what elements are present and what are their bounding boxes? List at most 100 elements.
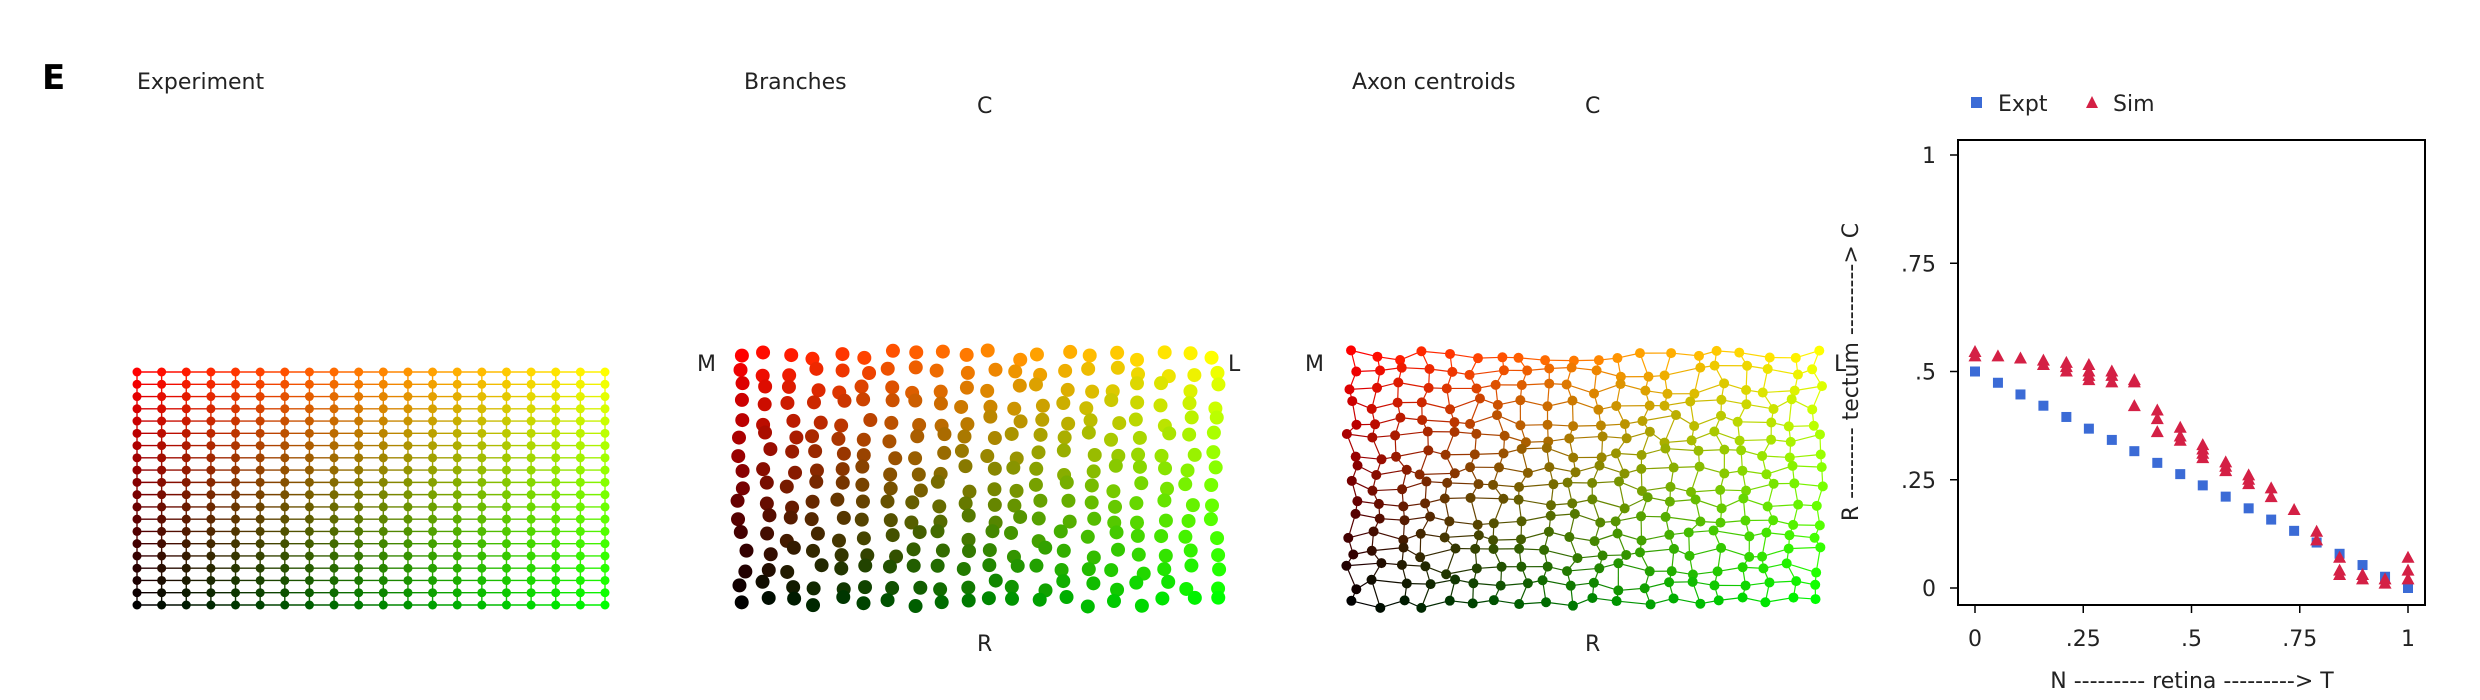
centroid-point: [1514, 543, 1525, 554]
branch-point: [1110, 345, 1125, 360]
experiment-point: [231, 526, 241, 536]
branch-point: [1056, 395, 1071, 410]
experiment-point: [231, 575, 241, 585]
experiment-point: [255, 575, 265, 585]
centroid-point: [1488, 518, 1499, 529]
branch-point: [1182, 427, 1197, 442]
experiment-point: [477, 539, 487, 549]
centroid-link: [1376, 469, 1407, 476]
experiment-point: [477, 416, 487, 426]
branch-point: [913, 580, 928, 595]
branch-point: [1130, 352, 1145, 367]
experiment-point: [477, 551, 487, 561]
branch-point: [880, 494, 895, 509]
centroid-point: [1495, 580, 1506, 591]
branch-point: [782, 368, 797, 383]
branch-point: [789, 430, 804, 445]
branch-point: [1158, 513, 1173, 528]
centroid-point: [1347, 396, 1358, 407]
experiment-point: [304, 563, 314, 573]
branch-point: [1206, 445, 1221, 460]
experiment-point: [231, 392, 241, 402]
centroid-point: [1467, 598, 1478, 609]
centroid-point: [1636, 535, 1647, 546]
branch-point: [1106, 484, 1121, 499]
centroid-point: [1807, 404, 1818, 415]
experiment-point: [501, 526, 511, 536]
expt-point: [2175, 469, 2186, 480]
experiment-point: [378, 490, 388, 500]
experiment-point: [600, 404, 610, 414]
centroid-point: [1741, 385, 1752, 396]
centroid-point: [1545, 510, 1556, 521]
experiment-point: [575, 453, 585, 463]
experiment-point: [575, 367, 585, 377]
centroid-point: [1398, 534, 1409, 545]
experiment-point: [206, 575, 216, 585]
branch-point: [1079, 401, 1094, 416]
centroid-point: [1515, 395, 1526, 406]
centroid-point: [1593, 404, 1604, 415]
branch-point: [906, 558, 921, 573]
branch-point: [1112, 416, 1127, 431]
experiment-point: [304, 575, 314, 585]
branch-point: [1185, 498, 1200, 513]
centroid-point: [1660, 443, 1671, 454]
branch-point: [1154, 529, 1169, 544]
experiment-point: [575, 502, 585, 512]
branch-point: [1130, 376, 1145, 391]
centroid-point: [1786, 394, 1797, 405]
experiment-point: [452, 563, 462, 573]
branch-point: [831, 533, 846, 548]
branch-point: [804, 512, 819, 527]
centroid-point: [1613, 558, 1624, 569]
centroid-point: [1439, 493, 1450, 504]
branch-point: [1109, 525, 1124, 540]
branch-point: [1209, 410, 1224, 425]
centroid-point: [1370, 419, 1381, 430]
centroid-point: [1470, 543, 1481, 554]
branch-point: [981, 591, 996, 606]
branch-point: [1131, 447, 1146, 462]
branch-point: [1157, 345, 1172, 360]
branch-point: [885, 581, 900, 596]
experiment-point: [157, 551, 167, 561]
centroid-point: [1498, 448, 1509, 459]
centroid-point: [1542, 561, 1553, 572]
centroid-link: [1469, 369, 1505, 376]
branch-point: [1129, 496, 1144, 511]
branch-point: [1208, 460, 1223, 475]
branch-point: [1183, 384, 1198, 399]
branch-point: [961, 580, 976, 595]
branch-point: [1081, 361, 1096, 376]
branch-point: [1155, 591, 1170, 606]
experiment-point: [132, 392, 142, 402]
centroid-point: [1541, 442, 1552, 453]
experiment-point: [354, 514, 364, 524]
centroid-point: [1567, 600, 1578, 611]
experiment-point: [428, 514, 438, 524]
experiment-point: [428, 392, 438, 402]
branch-point: [883, 481, 898, 496]
expt-point: [1992, 377, 2003, 388]
branch-point: [1060, 382, 1075, 397]
experiment-point: [600, 453, 610, 463]
centroid-point: [1689, 421, 1700, 432]
branch-point: [1038, 540, 1053, 555]
centroid-point: [1423, 445, 1434, 456]
centroid-point: [1712, 566, 1723, 577]
centroid-point: [1366, 545, 1377, 556]
centroid-point: [1613, 476, 1624, 487]
experiment-point: [132, 379, 142, 389]
experiment-point: [157, 600, 167, 610]
centroid-point: [1689, 388, 1700, 399]
centroid-point: [1695, 362, 1706, 373]
experiment-point: [181, 465, 191, 475]
experiment-point: [304, 600, 314, 610]
branch-point: [735, 413, 750, 428]
branch-point: [759, 496, 774, 511]
centroid-link: [1447, 482, 1479, 485]
centroid-point: [1711, 345, 1722, 356]
centroid-link: [1470, 497, 1504, 500]
experiment-point: [501, 404, 511, 414]
